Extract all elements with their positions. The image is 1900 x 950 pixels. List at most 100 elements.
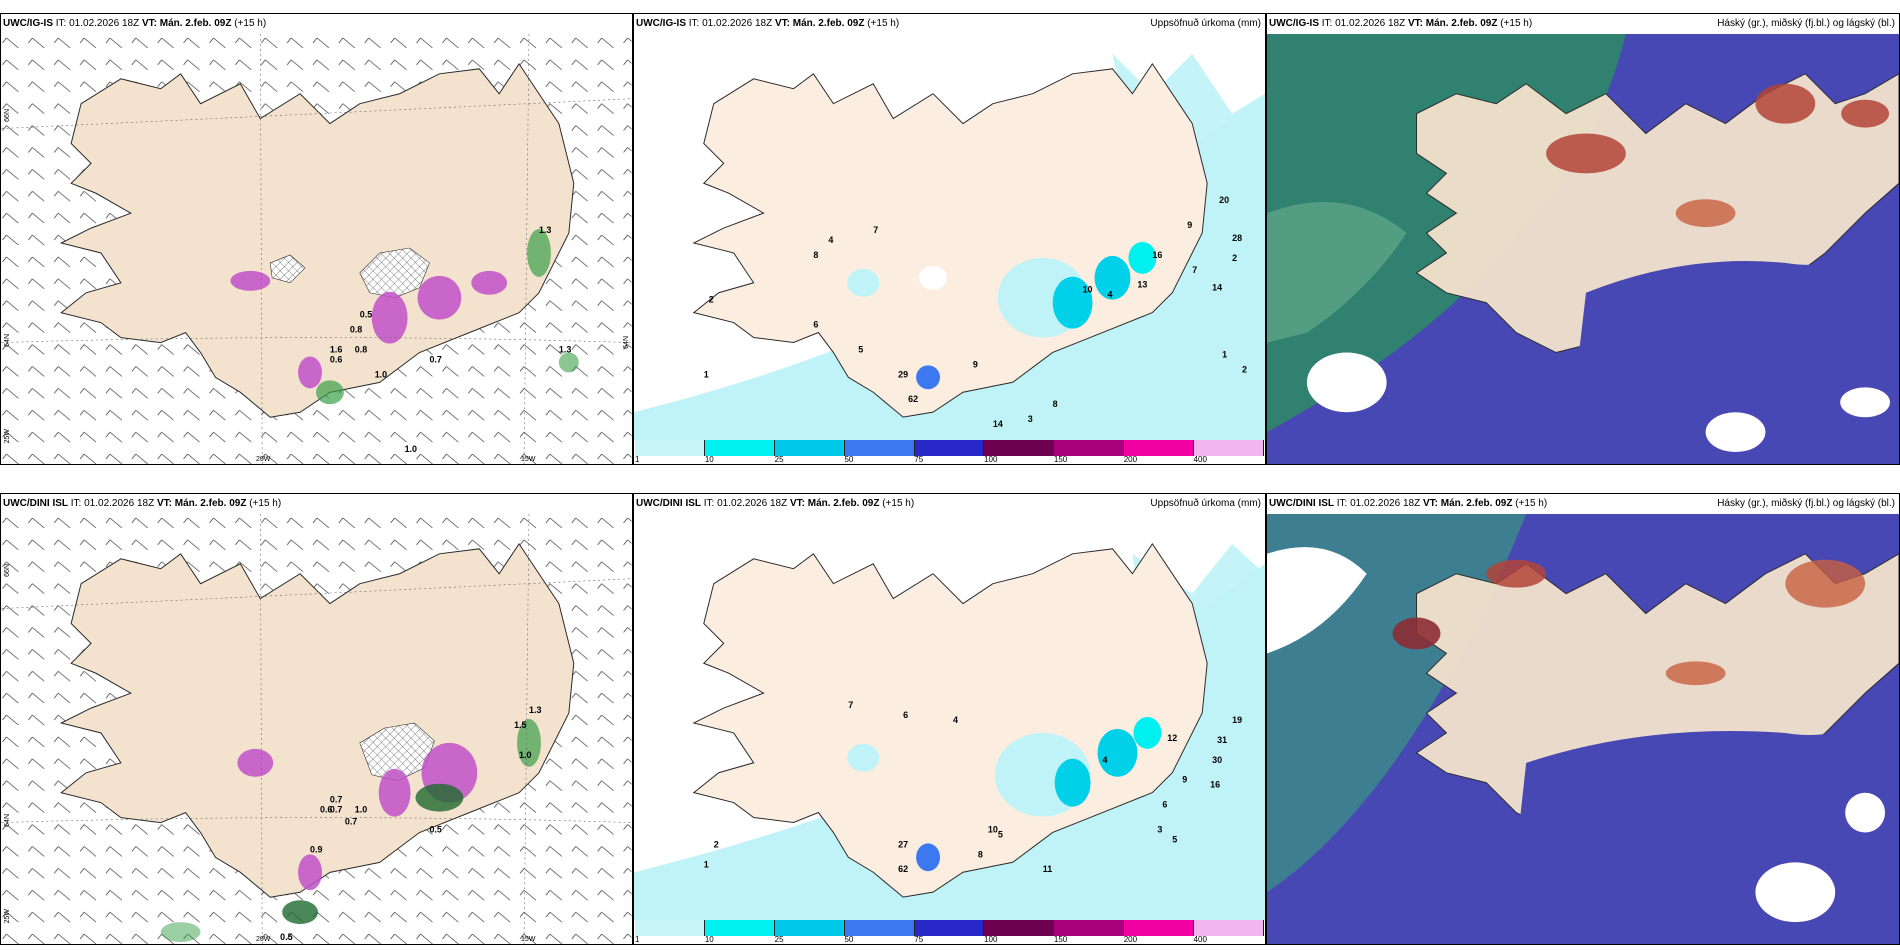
legend-tick: 150: [1053, 455, 1068, 464]
legend-tick: 25: [774, 935, 784, 944]
value-label: 16: [1152, 250, 1162, 260]
panel-cloud-igis: UWC/IG-IS IT: 01.02.2026 18Z VT: Mán. 2.…: [1266, 13, 1900, 465]
value-label: 1.3: [539, 225, 551, 235]
lead-time: (+15 h): [249, 498, 282, 509]
valid-time: Mán. 2.feb. 09Z: [1440, 498, 1513, 509]
legend-tick: 10: [704, 455, 714, 464]
value-label: 5: [858, 344, 863, 354]
cloud-map[interactable]: [1267, 514, 1899, 944]
value-label: 20: [1219, 195, 1229, 205]
value-label: 1.5: [514, 720, 526, 730]
value-label: 14: [993, 419, 1003, 429]
value-label: 29: [898, 369, 908, 379]
precip-map[interactable]: 12478652962914381041316792028142312: [634, 34, 1265, 440]
value-label: 62: [898, 864, 908, 874]
value-label: 4: [1103, 755, 1108, 765]
value-label: 3: [1028, 414, 1033, 424]
wind-map[interactable]: 0.70.70.71.00.60.50.91.31.51.00.60.5: [1, 514, 632, 944]
legend-tick: 200: [1123, 935, 1138, 944]
value-label: 62: [908, 394, 918, 404]
legend-tick: 75: [914, 455, 924, 464]
iceland-landmass: [692, 62, 1208, 418]
it-label: IT:: [1321, 18, 1333, 29]
panel-wind-igis: UWC/IG-IS IT: 01.02.2026 18Z VT: Mán. 2.…: [0, 13, 633, 465]
grid-lines: [1, 34, 632, 464]
panel-header: UWC/DINI ISL IT: 01.02.2026 18Z VT: Mán.…: [1267, 494, 1899, 514]
legend-cell: [844, 920, 915, 936]
precip-legend: 1 10 25 50 75 100 150 200 400: [634, 440, 1265, 464]
init-time: 01.02.2026 18Z: [84, 498, 155, 509]
value-label: 19: [1232, 715, 1242, 725]
value-label: 3: [1157, 824, 1162, 834]
model-name: UWC/IG-IS: [1269, 18, 1319, 29]
vt-label: VT:: [1422, 498, 1438, 509]
model-name: UWC/DINI ISL: [1269, 498, 1334, 509]
vt-label: VT:: [1407, 18, 1423, 29]
value-label: 9: [1187, 220, 1192, 230]
iceland-landmass: [59, 62, 575, 418]
value-label: 11: [1043, 864, 1052, 874]
value-label: 6: [813, 320, 818, 330]
panel-wind-dini: UWC/DINI ISL IT: 01.02.2026 18Z VT: Mán.…: [0, 493, 633, 945]
cloud-map[interactable]: [1267, 34, 1899, 464]
value-label: 0.5: [360, 310, 372, 320]
precip-legend: 1 10 25 50 75 100 150 200 400: [634, 920, 1265, 944]
value-label: 7: [848, 700, 853, 710]
precip-shading: [230, 229, 579, 405]
model-name: UWC/DINI ISL: [3, 498, 68, 509]
precip-map[interactable]: 1 2 6 7 4 27 62 8 10 5 11 31 30 16 19 12 4 6 5 3 9: [634, 514, 1265, 920]
value-label: 0.8: [355, 345, 367, 355]
legend-cell: [1194, 920, 1265, 936]
legend-cell: [984, 440, 1055, 456]
value-label: 1.0: [375, 369, 387, 379]
value-label: 0.5: [429, 825, 441, 835]
legend-tick: 100: [984, 455, 998, 464]
legend-cell: [1054, 920, 1125, 936]
legend-cell: [704, 440, 775, 456]
precip-on-land: [847, 241, 1157, 390]
vt-label: VT:: [141, 18, 157, 29]
value-label: 12: [1167, 733, 1177, 743]
value-label: 2: [709, 295, 714, 305]
value-label: 0.7: [330, 805, 342, 815]
cloud-map-svg: [1267, 514, 1899, 944]
value-label: 0.6: [320, 805, 332, 815]
value-label: 1.6: [330, 345, 342, 355]
mid-cloud-land: [1566, 233, 1899, 464]
field-title: Uppsöfnuð úrkoma (mm): [1150, 498, 1261, 509]
legend-tick: 100: [984, 935, 998, 944]
legend-cell: [844, 440, 915, 456]
lead-time: (+15 h): [1515, 498, 1548, 509]
value-label: 6: [1162, 800, 1167, 810]
value-label: 10: [1083, 285, 1093, 295]
legend-tick: 25: [774, 455, 784, 464]
init-time: 01.02.2026 18Z: [1335, 18, 1406, 29]
wind-map[interactable]: 0.8 0.8 0.7 0.5 1.0 0.6 1.6 1.3 1.3 1.0: [1, 34, 632, 464]
value-label: 7: [1192, 265, 1197, 275]
value-label: 9: [1182, 775, 1187, 785]
value-label: 14: [1212, 283, 1222, 293]
value-label: 0.6: [330, 354, 342, 364]
value-label: 0.9: [310, 844, 322, 854]
vt-label: VT:: [156, 498, 172, 509]
legend-tick: 50: [844, 455, 854, 464]
model-name: UWC/IG-IS: [636, 18, 686, 29]
panel-header: UWC/IG-IS IT: 01.02.2026 18Z VT: Mán. 2.…: [1, 14, 632, 34]
value-label: 31: [1217, 735, 1227, 745]
lon-20-label: 20W: [256, 936, 271, 943]
vt-label: VT:: [774, 18, 790, 29]
value-label: 9: [973, 359, 978, 369]
valid-time: Mán. 2.feb. 09Z: [792, 18, 865, 29]
legend-tick: 1: [635, 455, 640, 464]
valid-time: Mán. 2.feb. 09Z: [174, 498, 247, 509]
legend-cell: [1054, 440, 1125, 456]
value-label: 16: [1210, 780, 1220, 790]
value-label: 1.0: [355, 805, 367, 815]
lat-64-label-right: 64N: [623, 336, 630, 349]
legend-cell: [635, 920, 705, 936]
model-name: UWC/DINI ISL: [636, 498, 701, 509]
valid-time: Mán. 2.feb. 09Z: [1425, 18, 1498, 29]
cloud-map-svg: [1267, 34, 1899, 464]
it-label: IT:: [70, 498, 82, 509]
